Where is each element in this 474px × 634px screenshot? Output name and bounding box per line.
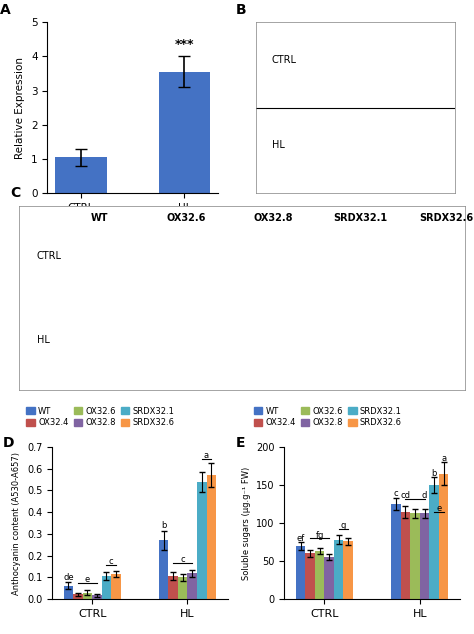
Bar [391, 504, 401, 599]
Legend: WT, OX32.4, OX32.6, OX32.8, SRDX32.1, SRDX32.6: WT, OX32.4, OX32.6, OX32.8, SRDX32.1, SR… [23, 403, 178, 430]
Bar [197, 482, 207, 599]
Text: A: A [0, 3, 10, 16]
Bar [111, 574, 121, 599]
Text: cd: cd [401, 491, 410, 500]
Text: a: a [204, 451, 209, 460]
Y-axis label: Anthocyanin content (A530-A657): Anthocyanin content (A530-A657) [12, 451, 21, 595]
Bar [305, 553, 315, 599]
Text: C: C [10, 186, 20, 200]
Bar [429, 485, 439, 599]
Text: e: e [85, 575, 90, 584]
Text: CTRL: CTRL [272, 55, 297, 65]
Text: CTRL: CTRL [37, 250, 62, 261]
Bar [296, 546, 305, 599]
Text: ***: *** [175, 38, 194, 51]
Text: b: b [161, 521, 166, 530]
Text: D: D [3, 436, 15, 450]
Text: de: de [63, 573, 73, 582]
Bar [73, 594, 82, 599]
Text: OX32.6: OX32.6 [166, 214, 206, 223]
Bar [168, 576, 178, 599]
Bar [439, 474, 448, 599]
Text: B: B [236, 3, 246, 16]
Text: e: e [436, 504, 441, 513]
Bar [344, 541, 353, 599]
Y-axis label: Soluble sugars (µg.g⁻¹ FW): Soluble sugars (µg.g⁻¹ FW) [242, 467, 251, 579]
Bar [207, 476, 216, 599]
Text: E: E [235, 436, 245, 450]
Legend: WT, OX32.4, OX32.6, OX32.8, SRDX32.1, SRDX32.6: WT, OX32.4, OX32.6, OX32.8, SRDX32.1, SR… [251, 403, 405, 430]
Text: g: g [341, 521, 346, 531]
Text: HL: HL [37, 335, 50, 346]
Text: c: c [181, 555, 185, 564]
Bar [334, 540, 344, 599]
Text: c: c [109, 557, 114, 566]
Bar [188, 574, 197, 599]
Bar [159, 540, 168, 599]
Bar [410, 513, 420, 599]
Bar [420, 513, 429, 599]
Bar [82, 593, 92, 599]
Text: HL: HL [272, 141, 285, 150]
Bar [159, 72, 210, 193]
Bar [315, 551, 324, 599]
Bar [178, 578, 188, 599]
Bar [401, 512, 410, 599]
Text: SRDX32.1: SRDX32.1 [333, 214, 387, 223]
Bar [102, 576, 111, 599]
Text: a: a [441, 454, 446, 463]
Text: c: c [393, 489, 398, 498]
Bar [92, 595, 102, 599]
Bar [64, 586, 73, 599]
Text: WT: WT [91, 214, 108, 223]
Text: b: b [431, 469, 437, 478]
Text: ef: ef [296, 534, 305, 543]
Bar [324, 557, 334, 599]
Text: fg: fg [316, 531, 324, 540]
Text: d: d [422, 491, 427, 500]
Bar [55, 157, 107, 193]
Text: OX32.8: OX32.8 [253, 214, 292, 223]
Y-axis label: Relative Expression: Relative Expression [16, 57, 26, 158]
Text: SRDX32.6: SRDX32.6 [419, 214, 474, 223]
